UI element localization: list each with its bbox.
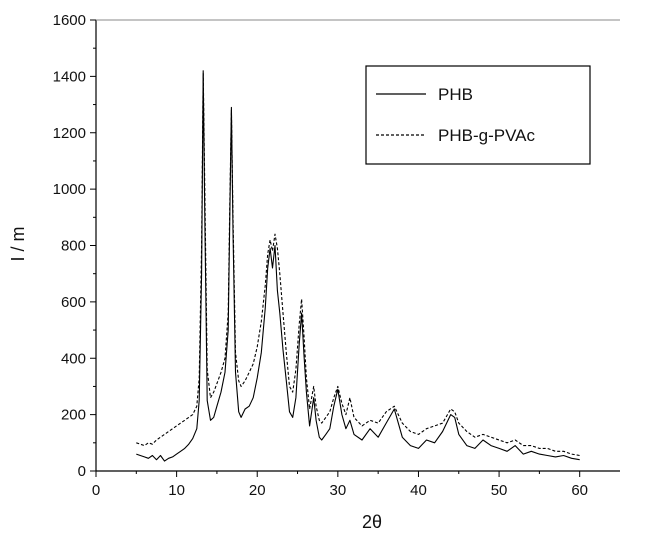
x-tick-label: 10	[168, 482, 185, 499]
x-tick-label: 0	[92, 482, 100, 499]
legend-box	[365, 65, 591, 165]
series-line-phb	[136, 73, 580, 462]
y-tick-label: 200	[61, 407, 86, 424]
legend-label-phb: PHB	[438, 85, 473, 104]
x-axis-ticks: 0 10 20 30 40 50 60	[92, 471, 588, 499]
x-tick-label: 40	[410, 482, 427, 499]
x-tick-label: 20	[249, 482, 266, 499]
y-tick-label: 1400	[53, 68, 86, 85]
y-tick-label: 800	[61, 238, 86, 255]
y-axis-ticks: 0 200 400 600 800 1000 1200 1400 1600	[53, 12, 96, 480]
x-tick-label: 60	[571, 482, 588, 499]
x-axis-title: 2θ	[362, 512, 382, 532]
y-tick-label: 0	[78, 463, 86, 480]
legend: PHB PHB-g-PVAc	[365, 65, 591, 165]
y-tick-label: 1200	[53, 125, 86, 142]
y-tick-label: 1600	[53, 12, 86, 29]
y-axis-title: I / m	[8, 227, 28, 262]
y-tick-label: 600	[61, 294, 86, 311]
plot-area	[95, 19, 620, 472]
series-line-phb-g-pvac	[136, 70, 580, 457]
legend-label-phb-g-pvac: PHB-g-PVAc	[438, 126, 535, 145]
x-tick-label: 50	[491, 482, 508, 499]
y-tick-label: 1000	[53, 181, 86, 198]
y-tick-label: 400	[61, 350, 86, 367]
x-tick-label: 30	[330, 482, 347, 499]
